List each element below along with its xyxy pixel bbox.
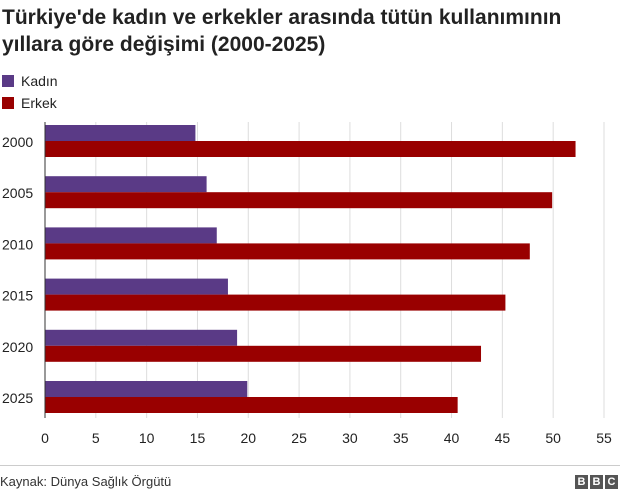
chart-title: Türkiye'de kadın ve erkekler arasında tü…	[2, 6, 562, 56]
legend-swatch-erkek	[2, 97, 14, 109]
legend: Kadın Erkek	[2, 70, 58, 114]
x-tick-label: 20	[240, 430, 256, 446]
bar-erkek	[45, 397, 458, 413]
bar-erkek	[45, 192, 553, 209]
x-tick-label: 40	[444, 430, 460, 446]
legend-item-erkek: Erkek	[2, 92, 58, 114]
x-tick-label: 0	[41, 430, 49, 446]
legend-swatch-kadin	[2, 75, 14, 87]
bar-kadin	[45, 381, 248, 397]
legend-item-kadin: Kadın	[2, 70, 58, 92]
category-label: 2000	[2, 134, 33, 150]
bbc-logo-letter: C	[605, 475, 618, 489]
x-tick-label: 30	[342, 430, 358, 446]
category-label: 2025	[2, 390, 33, 406]
bbc-logo: B B C	[575, 475, 618, 489]
bar-erkek	[45, 141, 576, 157]
bar-kadin	[45, 176, 207, 193]
legend-label-erkek: Erkek	[21, 95, 57, 111]
bar-kadin	[45, 125, 196, 141]
bar-erkek	[45, 345, 482, 362]
x-tick-label: 35	[393, 430, 409, 446]
x-tick-label: 50	[545, 430, 561, 446]
category-label: 2010	[2, 236, 33, 252]
x-tick-label: 55	[596, 430, 612, 446]
footer-divider	[0, 465, 620, 466]
bar-kadin	[45, 329, 238, 346]
bar-erkek	[45, 243, 530, 260]
bar-kadin	[45, 278, 228, 295]
bar-erkek	[45, 294, 506, 311]
x-tick-label: 45	[495, 430, 511, 446]
source-note: Kaynak: Dünya Sağlık Örgütü	[0, 474, 172, 489]
bar-kadin	[45, 227, 217, 244]
x-tick-label: 15	[190, 430, 206, 446]
category-label: 2020	[2, 339, 33, 355]
bbc-logo-letter: B	[590, 475, 603, 489]
bbc-logo-letter: B	[575, 475, 588, 489]
x-tick-label: 5	[92, 430, 100, 446]
category-label: 2015	[2, 288, 33, 304]
x-tick-label: 10	[139, 430, 155, 446]
legend-label-kadin: Kadın	[21, 73, 58, 89]
category-label: 2005	[2, 185, 33, 201]
x-tick-label: 25	[291, 430, 307, 446]
